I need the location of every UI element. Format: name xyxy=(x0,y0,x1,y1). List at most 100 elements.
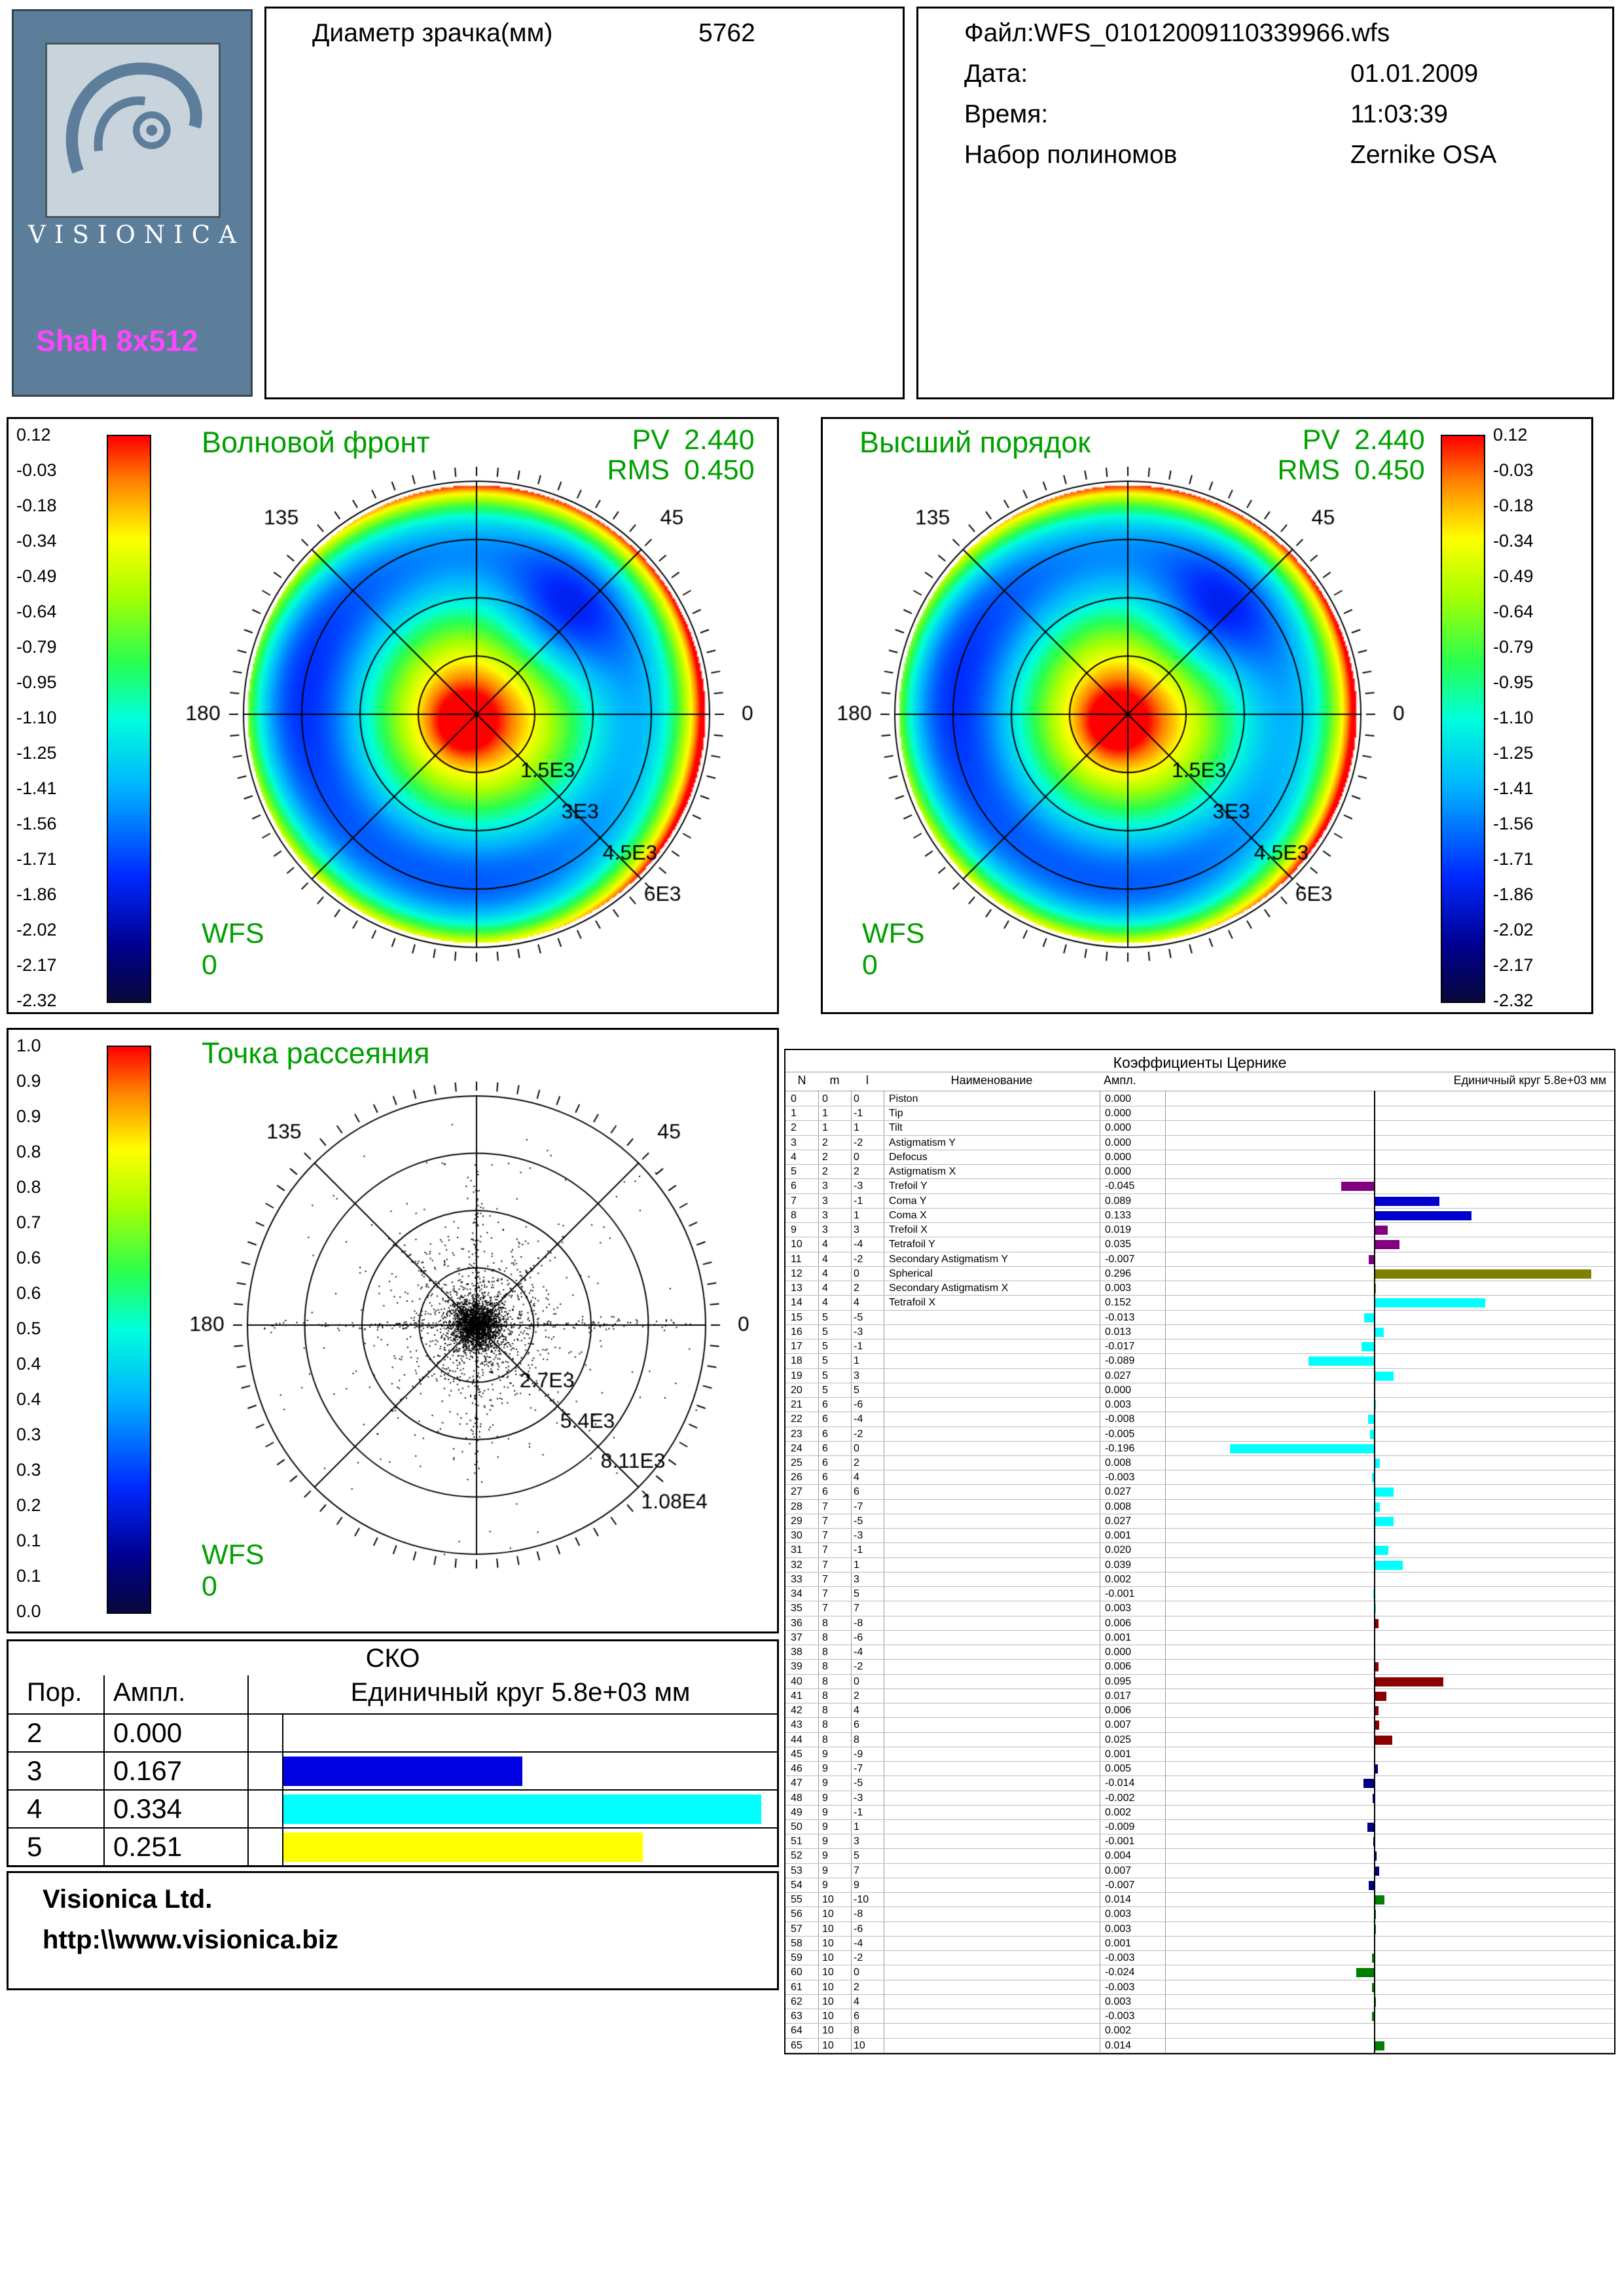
zernike-m: 7 xyxy=(854,1865,859,1876)
colorbar-tick: 0.1 xyxy=(16,1531,41,1550)
spot-diagram-canvas xyxy=(166,1043,781,1626)
zernike-n: 8 xyxy=(822,1675,828,1687)
zernike-n: 10 xyxy=(822,1981,834,1993)
zernike-row: 63 10 6 -0.003 xyxy=(785,2009,1614,2024)
sko-row: 5 0.251 xyxy=(9,1827,777,1865)
zernike-m: -2 xyxy=(854,1137,863,1148)
logo-swirl-icon xyxy=(65,62,202,174)
zernike-n: 8 xyxy=(822,1690,828,1702)
zernike-index: 14 xyxy=(791,1297,803,1309)
zernike-bar xyxy=(1374,1662,1379,1672)
zernike-bar xyxy=(1368,1415,1374,1425)
zernike-index: 62 xyxy=(791,1995,803,2007)
colorbar-scale: 0.12 -0.03 -0.18 -0.34 -0.49 -0.64 -0.79 -0.95 -… xyxy=(16,419,101,1012)
zernike-m: 0 xyxy=(854,1093,859,1104)
zernike-index: 52 xyxy=(791,1850,803,1862)
zernike-bar xyxy=(1371,1982,1374,1992)
zernike-bar xyxy=(1374,1459,1380,1468)
zernike-n: 5 xyxy=(822,1355,828,1367)
zernike-name: Defocus xyxy=(889,1151,928,1163)
rms-value: 0.450 xyxy=(1354,454,1425,486)
zernike-index: 46 xyxy=(791,1763,803,1775)
zernike-value: -0.003 xyxy=(1105,1952,1135,1964)
zernike-name: Tilt xyxy=(889,1122,903,1134)
logo-tile xyxy=(45,43,221,218)
zernike-row: 47 9 -5 -0.014 xyxy=(785,1776,1614,1791)
zernike-value: -0.009 xyxy=(1105,1821,1135,1832)
zernike-index: 23 xyxy=(791,1428,803,1440)
zernike-bar xyxy=(1374,1735,1392,1745)
zernike-m: -5 xyxy=(854,1311,863,1323)
zernike-m: 1 xyxy=(854,1122,859,1134)
zernike-index: 59 xyxy=(791,1952,803,1964)
zernike-row: 19 5 3 0.027 xyxy=(785,1369,1614,1383)
zernike-m: 3 xyxy=(854,1836,859,1848)
zernike-m: 6 xyxy=(854,1719,859,1731)
zernike-row: 15 5 -5 -0.013 xyxy=(785,1311,1614,1325)
zernike-row: 43 8 6 0.007 xyxy=(785,1718,1614,1733)
zernike-row: 23 6 -2 -0.005 xyxy=(785,1427,1614,1442)
zernike-row: 18 5 1 -0.089 xyxy=(785,1354,1614,1369)
file-info-panel: Файл:WFS_01012009110339966.wfs Дата: 01.… xyxy=(916,7,1614,399)
zernike-index: 49 xyxy=(791,1806,803,1818)
zernike-m: 6 xyxy=(854,1486,859,1498)
colorbar-tick: 0.6 xyxy=(16,1283,41,1303)
company-url: http:\\www.visionica.biz xyxy=(43,1925,338,1954)
zernike-n: 6 xyxy=(822,1428,828,1440)
zernike-n: 10 xyxy=(822,2039,834,2051)
zernike-value: 0.027 xyxy=(1105,1486,1132,1498)
zernike-m: -5 xyxy=(854,1777,863,1789)
zernike-value: 0.001 xyxy=(1105,1937,1132,1949)
pupil-diameter-label: Диаметр зрачка(мм) xyxy=(312,19,553,47)
zernike-row: 52 9 5 0.004 xyxy=(785,1849,1614,1864)
zernike-m: 2 xyxy=(854,1166,859,1178)
zernike-n: 6 xyxy=(822,1399,828,1411)
zernike-n: 7 xyxy=(822,1603,828,1614)
zernike-index: 45 xyxy=(791,1748,803,1760)
zernike-row: 56 10 -8 0.003 xyxy=(785,1907,1614,1922)
sko-amplitude: 0.167 xyxy=(113,1755,183,1786)
zernike-value: -0.001 xyxy=(1105,1588,1135,1600)
zernike-row: 20 5 5 0.000 xyxy=(785,1383,1614,1398)
zernike-value: -0.001 xyxy=(1105,1836,1135,1848)
zernike-n: 3 xyxy=(822,1224,828,1236)
zernike-value: 0.003 xyxy=(1105,1923,1132,1935)
zernike-n: 7 xyxy=(822,1544,828,1556)
colorbar-tick: -1.71 xyxy=(16,849,57,869)
zernike-n: 8 xyxy=(822,1661,828,1673)
zernike-bar xyxy=(1374,1560,1403,1570)
zernike-n: 10 xyxy=(822,2011,834,2022)
zernike-row: 25 6 2 0.008 xyxy=(785,1456,1614,1471)
zernike-row: 37 8 -6 0.001 xyxy=(785,1631,1614,1646)
zernike-row: 1 1 -1 Tip 0.000 xyxy=(785,1106,1614,1121)
colorbar-tick: 0.7 xyxy=(16,1212,41,1232)
zernike-row: 50 9 1 -0.009 xyxy=(785,1820,1614,1835)
zernike-value: 0.000 xyxy=(1105,1166,1132,1178)
col-header-order: Пор. xyxy=(27,1678,82,1707)
zernike-n: 6 xyxy=(822,1442,828,1454)
zernike-row: 30 7 -3 0.001 xyxy=(785,1529,1614,1544)
zernike-index: 22 xyxy=(791,1413,803,1425)
zernike-row: 10 4 -4 Tetrafoil Y 0.035 xyxy=(785,1237,1614,1252)
zernike-row: 36 8 -8 0.006 xyxy=(785,1616,1614,1631)
zernike-index: 42 xyxy=(791,1705,803,1717)
zernike-name: Secondary Astigmatism Y xyxy=(889,1253,1009,1265)
sko-bar xyxy=(283,1832,643,1862)
zernike-n: 9 xyxy=(822,1850,828,1862)
zernike-bar xyxy=(1374,2041,1384,2050)
zernike-n: 4 xyxy=(822,1297,828,1309)
zernike-index: 32 xyxy=(791,1559,803,1571)
zernike-bar xyxy=(1308,1357,1374,1366)
zernike-value: -0.014 xyxy=(1105,1777,1135,1789)
zernike-m: -2 xyxy=(854,1428,863,1440)
zernike-bar xyxy=(1374,1851,1377,1861)
zernike-row: 53 9 7 0.007 xyxy=(785,1864,1614,1878)
zernike-name: Astigmatism Y xyxy=(889,1137,956,1148)
zernike-value: -0.003 xyxy=(1105,1981,1135,1993)
zernike-n: 9 xyxy=(822,1821,828,1832)
zernike-index: 15 xyxy=(791,1311,803,1323)
zernike-value: 0.095 xyxy=(1105,1675,1132,1687)
zernike-n: 7 xyxy=(822,1515,828,1527)
zernike-name: Trefoil Y xyxy=(889,1180,928,1192)
time-value: 11:03:39 xyxy=(1350,100,1448,128)
